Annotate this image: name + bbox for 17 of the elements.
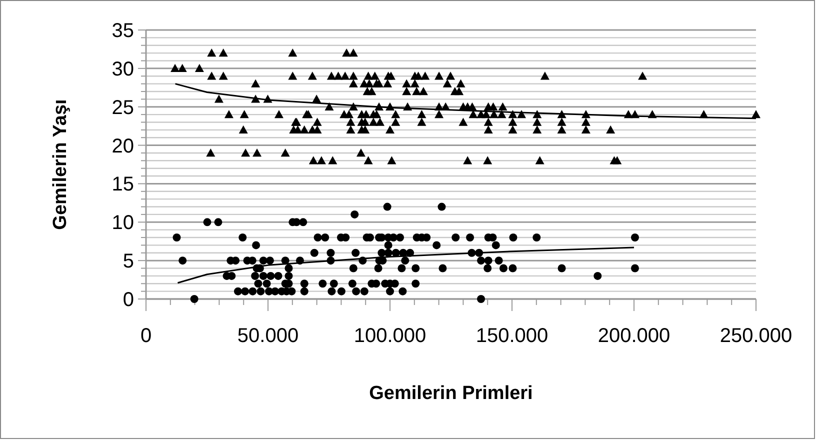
x-tick-label: 250.000 — [720, 325, 792, 347]
y-tick-label: 20 — [112, 135, 134, 158]
y-tick-label: 5 — [122, 250, 134, 273]
y-tick-label: 30 — [112, 58, 134, 80]
y-tick-label: 0 — [122, 289, 134, 311]
y-tick-label: 15 — [112, 174, 134, 196]
x-tick-label: 100.000 — [354, 325, 426, 347]
x-tick-label: 50.000 — [237, 325, 299, 347]
y-tick-label: 35 — [112, 20, 134, 42]
x-tick-label: 150.000 — [476, 325, 548, 347]
y-tick-label: 25 — [112, 96, 134, 119]
x-tick-label: 200.000 — [598, 325, 670, 347]
y-tick-label: 10 — [112, 212, 134, 234]
x-axis-title: Gemilerin Primleri — [369, 383, 533, 404]
y-axis-title: Gemilerin Yaşı — [50, 99, 71, 230]
x-tick-label: 0 — [140, 325, 152, 347]
line-series — [176, 246, 635, 284]
